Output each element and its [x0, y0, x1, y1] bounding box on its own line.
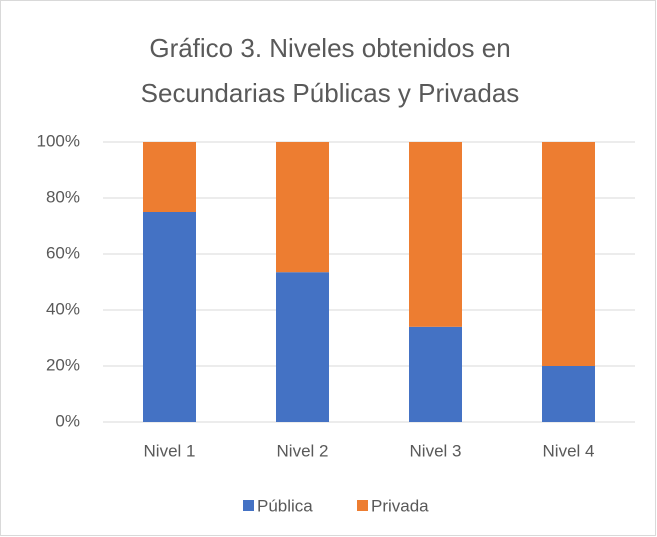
bar-segment: [542, 366, 595, 422]
x-tick-label: Nivel 2: [277, 441, 329, 460]
y-tick-label: 60%: [46, 243, 80, 262]
chart-title: Gráfico 3. Niveles obtenidos en: [149, 33, 510, 63]
x-tick-label: Nivel 1: [144, 441, 196, 460]
legend-label: Pública: [257, 496, 313, 515]
chart-title: Secundarias Públicas y Privadas: [141, 78, 520, 108]
y-tick-label: 0%: [55, 411, 80, 430]
bar-segment: [276, 272, 329, 422]
bar-segment: [143, 142, 196, 212]
bar-segment: [143, 212, 196, 422]
legend-swatch: [243, 500, 254, 511]
y-tick-label: 20%: [46, 355, 80, 374]
bar-segment: [542, 142, 595, 366]
x-tick-label: Nivel 3: [410, 441, 462, 460]
bar-segment: [409, 326, 462, 422]
y-tick-label: 40%: [46, 299, 80, 318]
legend-label: Privada: [371, 496, 429, 515]
bar-segment: [409, 142, 462, 327]
legend-swatch: [357, 500, 368, 511]
x-tick-label: Nivel 4: [543, 441, 595, 460]
bar-segment: [276, 142, 329, 273]
y-tick-label: 80%: [46, 187, 80, 206]
y-tick-label: 100%: [37, 131, 80, 150]
